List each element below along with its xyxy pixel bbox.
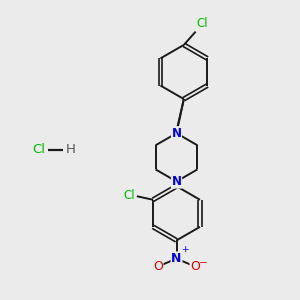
Text: Cl: Cl — [32, 143, 45, 157]
Text: N: N — [172, 127, 182, 140]
Text: −: − — [199, 258, 208, 268]
Text: +: + — [181, 245, 189, 254]
Text: O: O — [153, 260, 163, 273]
Text: H: H — [66, 143, 76, 157]
Text: N: N — [171, 252, 182, 265]
Text: Cl: Cl — [197, 16, 208, 30]
Text: Cl: Cl — [123, 189, 135, 202]
Text: O: O — [190, 260, 200, 273]
Text: N: N — [172, 175, 182, 188]
